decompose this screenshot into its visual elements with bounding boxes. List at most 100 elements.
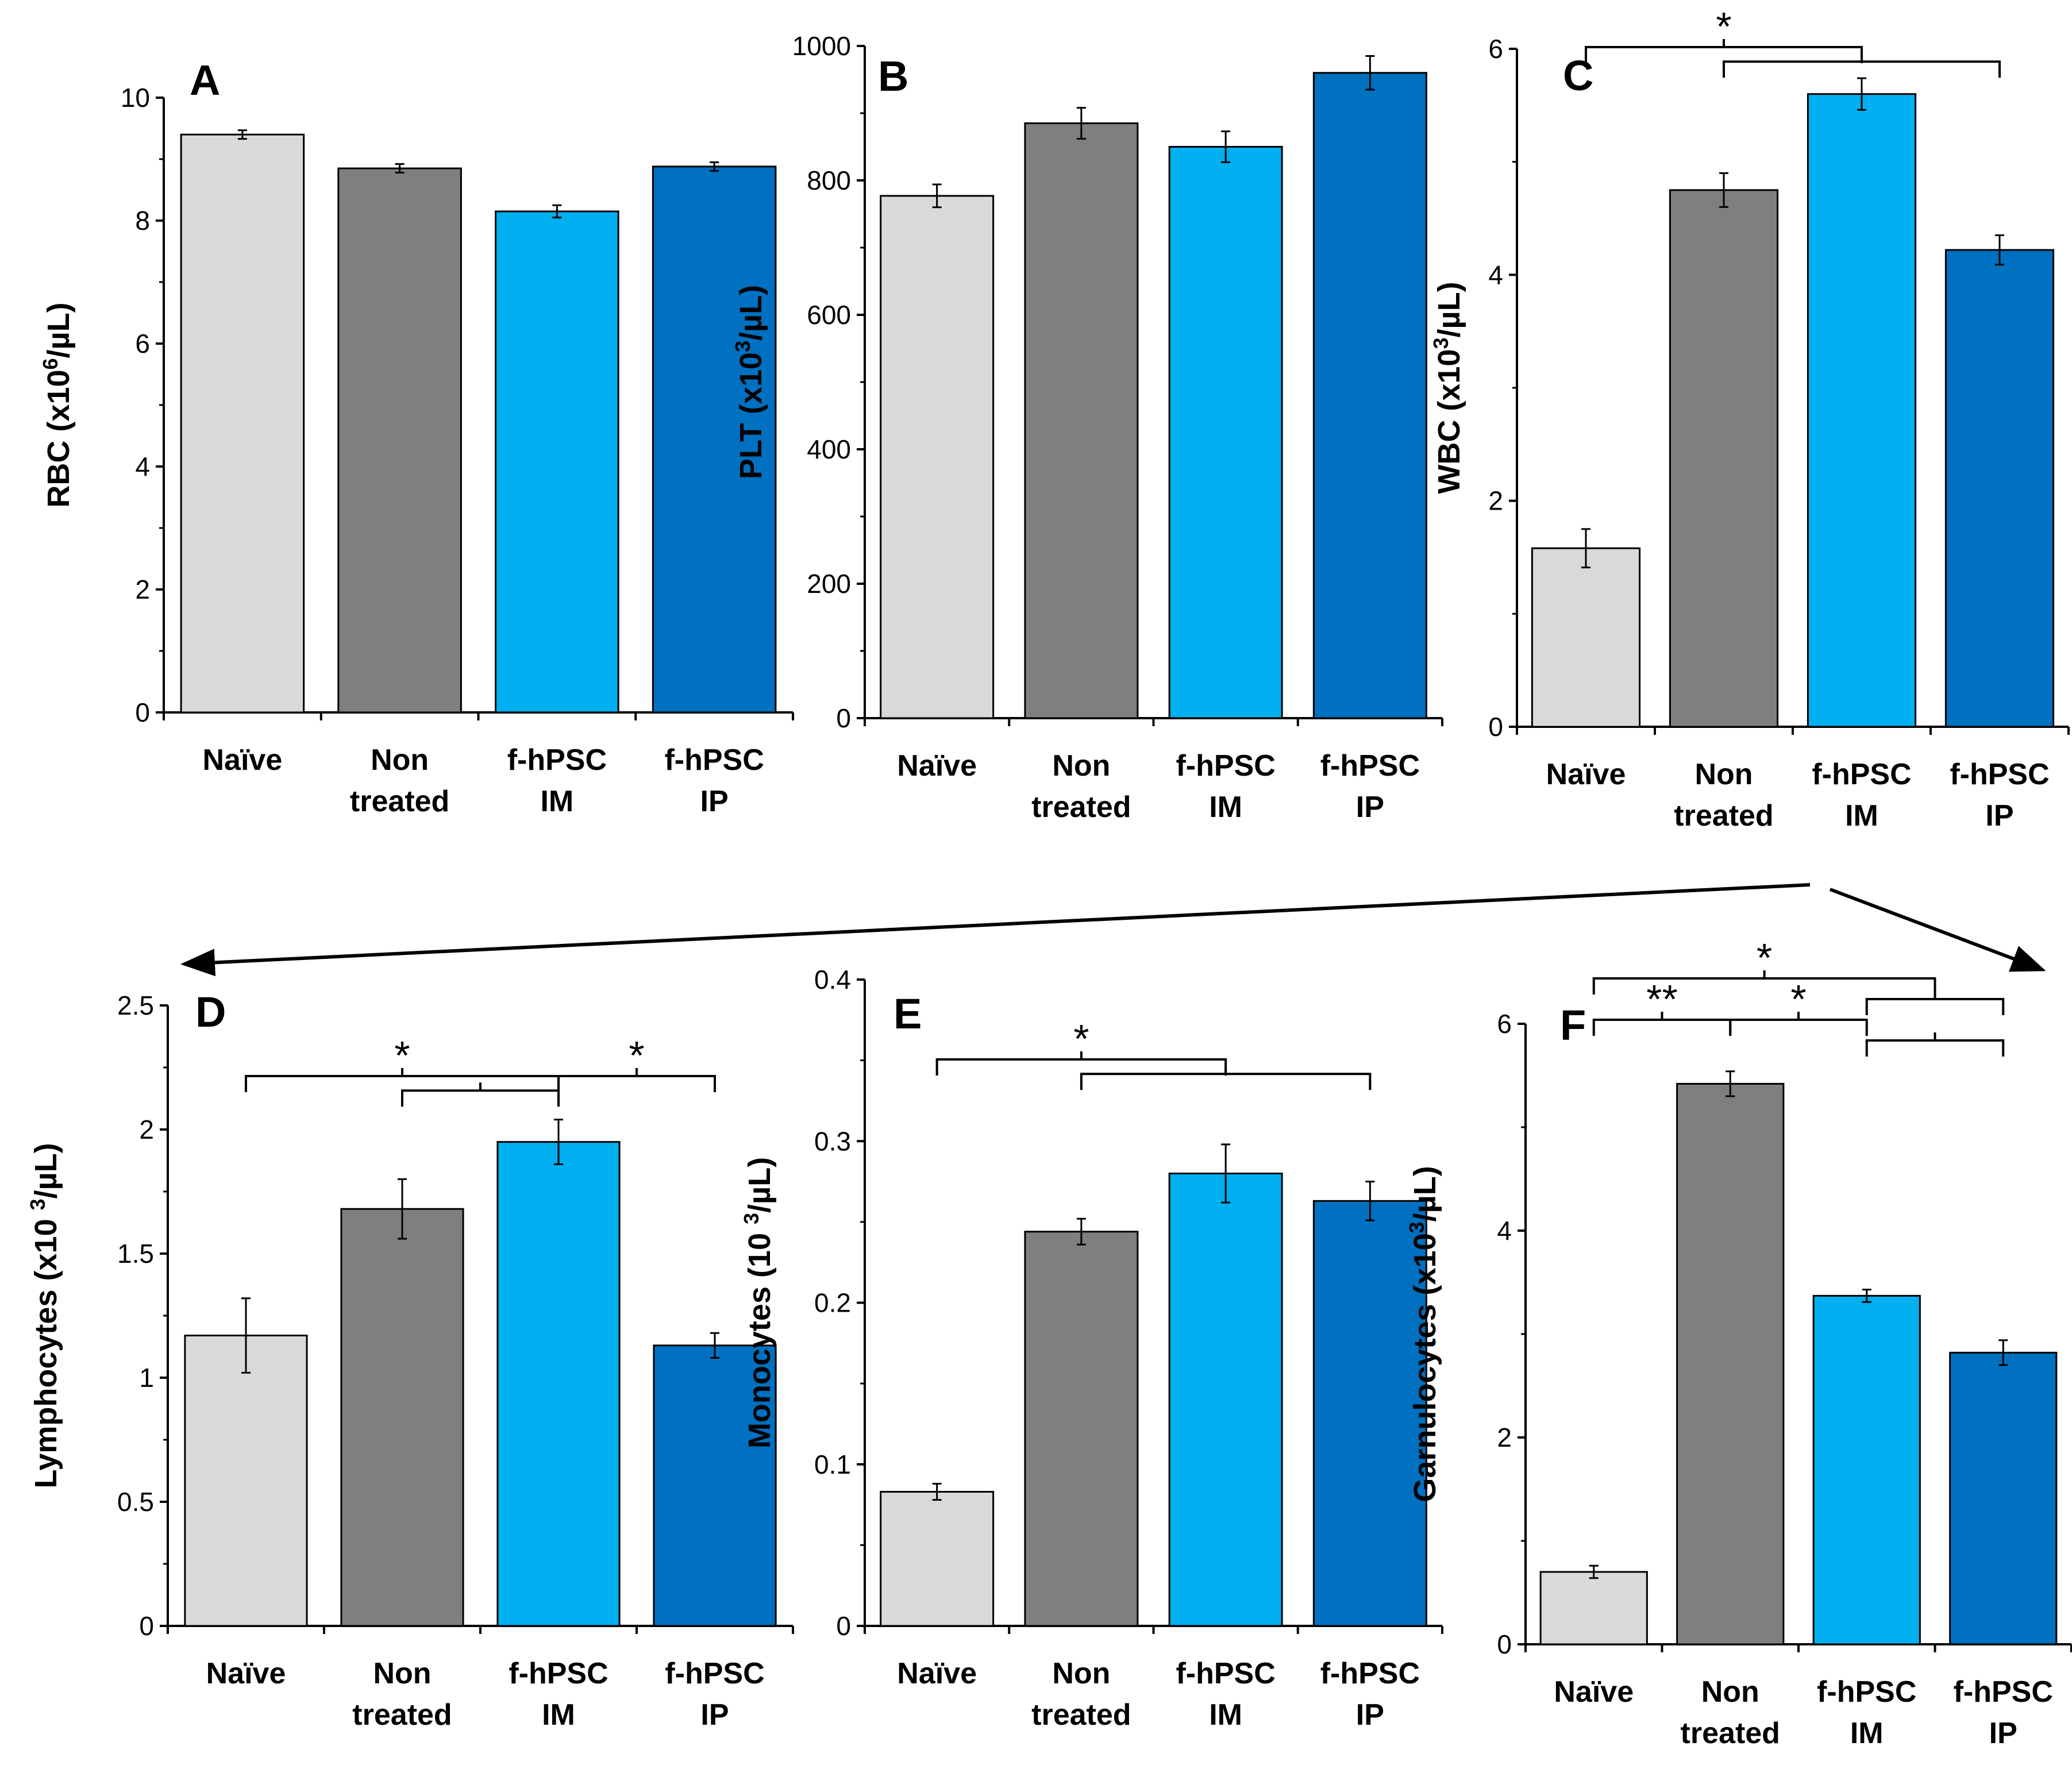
panel-d-category-label: IM: [542, 1698, 575, 1732]
panel-c-y-tick-label: 2: [1488, 486, 1503, 516]
panel-d-error-bar-4: [710, 1332, 719, 1359]
panel-e-letter: E: [893, 990, 922, 1038]
panel-c-y-axis-label: WBC (x103/µL): [1429, 282, 1466, 494]
panel-b-y-tick-label: 600: [807, 300, 851, 330]
panel-f-significance-label: **: [1646, 977, 1677, 1022]
panel-f-error-bar-2: [1726, 1070, 1735, 1097]
panel-f-significance-bracket: *: [1729, 977, 1868, 1036]
connector-arrows: [180, 883, 2046, 977]
panel-d-bar-3: [496, 1141, 621, 1627]
panel-e-error-bar-2: [1076, 1217, 1086, 1246]
panel-d-significance-bracket: *: [245, 1033, 560, 1092]
panel-b-error-bar-3: [1221, 130, 1231, 163]
panel-b-category-label: f-hPSC: [1176, 749, 1275, 783]
panel-b-category-label: IP: [1356, 791, 1384, 824]
panel-b-y-axis-label: PLT (x103/µL): [731, 285, 768, 479]
panel-f-bar-3: [1812, 1294, 1921, 1645]
panel-e-category-label: IP: [1356, 1698, 1384, 1732]
panel-a-bar-3: [495, 210, 619, 714]
panel-e-significance-label: *: [1073, 1016, 1089, 1061]
panel-e-bar-1: [880, 1491, 995, 1627]
panel-e-y-tick-label: 0.1: [814, 1450, 851, 1479]
panel-c-significance-bracket: [1723, 53, 2001, 78]
panel-b-category-label: treated: [1031, 791, 1131, 824]
panel-d-category-label: treated: [352, 1698, 452, 1732]
panel-a-y-tick-label: 4: [135, 452, 150, 481]
panel-c-y-tick-label: 6: [1488, 34, 1503, 64]
panel-d: 0 0.5 1 1.5 2 2.5 Naïve Non treated f-hPSC IM f-hPS…: [26, 988, 794, 1732]
panel-d-letter: D: [195, 988, 226, 1036]
panel-b-y-tick-label: 200: [807, 569, 851, 599]
panel-c-category-label: IM: [1845, 799, 1878, 832]
panel-e-bar-2: [1024, 1231, 1139, 1627]
panel-c-letter: C: [1563, 52, 1593, 99]
panel-f-significance-label: *: [1790, 977, 1806, 1022]
panel-d-significance-label: *: [629, 1033, 644, 1078]
panel-a-y-tick-label: 0: [135, 697, 150, 727]
panel-e-y-axis-label: Monocytes (10 3/µL): [740, 1157, 777, 1448]
panel-f-category-label: IP: [1989, 1717, 2017, 1750]
panel-d-error-bar-2: [398, 1178, 407, 1240]
panel-f-y-tick-label: 2: [1497, 1423, 1512, 1452]
panel-f-category-label: Non: [1701, 1675, 1759, 1709]
panel-c-error-bar-2: [1719, 172, 1728, 208]
panel-a-y-tick-label: 6: [135, 329, 150, 359]
panel-e-category-label: treated: [1031, 1698, 1131, 1732]
panel-a-category-label: f-hPSC: [664, 743, 764, 777]
panel-b-y-tick-label: 800: [807, 165, 851, 195]
panel-b-bar-4: [1312, 72, 1427, 719]
panel-a-category-label: IM: [540, 785, 573, 818]
panel-b-category-label: IM: [1209, 791, 1242, 824]
panel-e-category-label: Non: [1052, 1657, 1110, 1690]
panel-c-category-label: Non: [1694, 758, 1753, 791]
panel-a-bar-4: [652, 165, 777, 714]
panel-d-category-label: f-hPSC: [665, 1657, 764, 1690]
panel-d-bar-1: [184, 1335, 308, 1627]
panel-e-error-bar-4: [1365, 1181, 1375, 1221]
panel-f-category-label: Naïve: [1554, 1675, 1634, 1709]
panel-e-significance-bracket: *: [935, 1016, 1227, 1076]
panel-d-y-axis-label: Lymphocytes (x10 3/µL): [26, 1143, 63, 1488]
panel-d-category-label: IP: [700, 1698, 729, 1732]
panel-c-bar-3: [1807, 93, 1917, 728]
panel-b-bar-1: [880, 195, 995, 719]
panel-b-error-bar-2: [1076, 107, 1086, 140]
panel-f-letter: F: [1560, 1001, 1586, 1049]
panel-a-bar-2: [337, 167, 462, 714]
panel-d-category-label: f-hPSC: [509, 1657, 608, 1690]
panel-b-y-tick-label: 400: [807, 434, 851, 464]
panel-e-category-label: f-hPSC: [1176, 1657, 1275, 1690]
panel-f-error-bar-1: [1589, 1564, 1599, 1579]
panel-f-significance-bracket: **: [1592, 977, 1732, 1036]
panel-e-bar-3: [1168, 1173, 1283, 1627]
panel-f-significance-bracket: [1865, 991, 2005, 1015]
panel-a-category-label: Non: [371, 743, 429, 777]
panel-c-y-tick-label: 0: [1488, 712, 1503, 742]
panel-b-bar-2: [1024, 122, 1139, 719]
panel-b-y-tick-label: 0: [836, 703, 851, 733]
panel-d-y-tick-label: 1.5: [117, 1239, 154, 1269]
panel-a-error-bar-1: [237, 129, 247, 140]
panel-b-category-label: f-hPSC: [1320, 749, 1420, 783]
panel-a-y-axis-label: RBC (x106/µL): [38, 302, 76, 507]
panel-a-error-bar-2: [395, 163, 405, 174]
panel-b-category-label: Naïve: [897, 749, 977, 783]
panel-a-category-label: IP: [700, 785, 729, 818]
panel-e-category-label: IM: [1209, 1698, 1242, 1732]
panel-d-significance-bracket: [401, 1082, 560, 1107]
panel-a-y-tick-label: 10: [121, 83, 150, 113]
panel-d-y-tick-label: 1: [139, 1363, 154, 1393]
panel-e-error-bar-3: [1221, 1143, 1231, 1204]
panel-f-y-tick-label: 0: [1497, 1629, 1512, 1659]
panel-e-y-tick-label: 0.2: [814, 1288, 851, 1318]
panel-b-y-tick-label: 1000: [792, 31, 851, 61]
panel-a-error-bar-4: [710, 161, 719, 172]
panel-a-category-label: treated: [350, 785, 449, 818]
panel-a-category-label: Naïve: [202, 743, 282, 777]
panel-b-bar-3: [1168, 146, 1283, 719]
panel-c-significance-bracket: *: [1585, 4, 1863, 63]
panel-c-bar-2: [1669, 189, 1779, 728]
arrow-to-panel-f: [1829, 888, 2046, 972]
panel-e-y-tick-label: 0: [836, 1611, 851, 1641]
